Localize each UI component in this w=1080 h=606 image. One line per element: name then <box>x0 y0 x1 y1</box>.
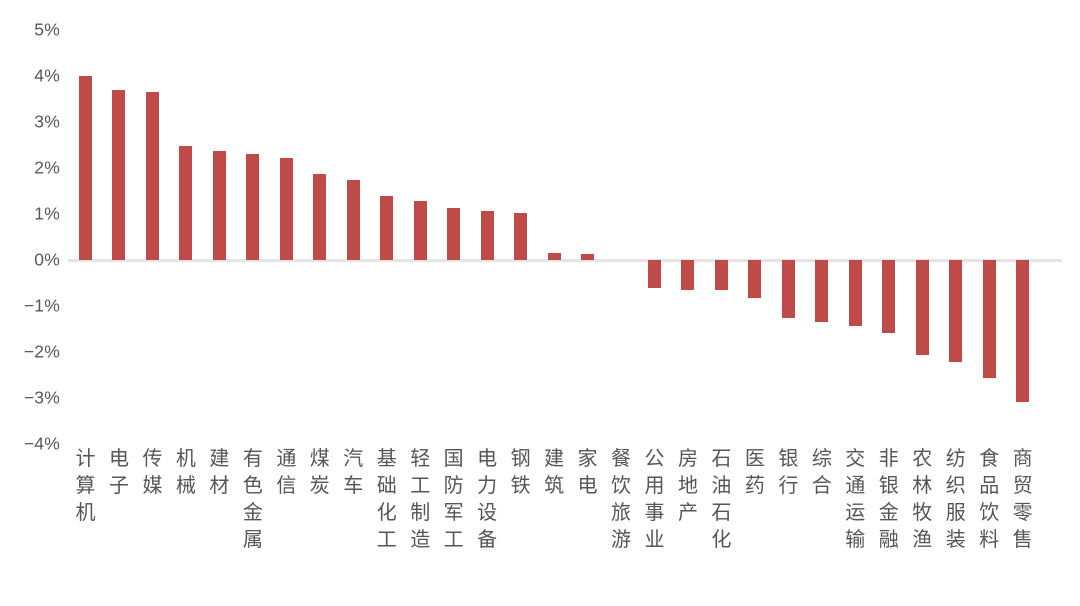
y-axis-tick: 1% <box>34 203 60 224</box>
bar <box>748 260 762 299</box>
bar <box>1016 260 1030 402</box>
bar <box>848 260 862 326</box>
bar <box>313 173 327 260</box>
x-axis-label: 有色金属 <box>242 448 263 551</box>
bar <box>647 260 661 289</box>
x-axis-label: 餐饮旅游 <box>611 448 632 551</box>
bar <box>279 158 293 260</box>
bar <box>212 150 226 260</box>
y-axis-tick: 2% <box>34 157 60 178</box>
x-axis-label: 电子 <box>108 448 129 497</box>
x-axis-label: 计算机 <box>75 448 96 524</box>
y-axis-tick: 4% <box>34 65 60 86</box>
bar <box>179 145 193 260</box>
bar <box>915 260 929 355</box>
bar <box>447 208 461 260</box>
x-axis-label: 商贸零售 <box>1012 448 1033 551</box>
x-axis-label: 银行 <box>778 448 799 497</box>
y-axis-tick: 3% <box>34 111 60 132</box>
x-axis-label: 食品饮料 <box>979 448 1000 551</box>
x-axis-label: 机械 <box>175 448 196 497</box>
x-axis-label: 非银金融 <box>878 448 899 551</box>
y-axis: 5% 4% 3% 2% 1% 0% −1% −2% −3% −4% <box>0 0 68 606</box>
zero-baseline <box>68 259 1062 262</box>
bar <box>380 196 394 260</box>
x-axis-label: 综合 <box>811 448 832 497</box>
x-axis-label: 煤炭 <box>309 448 330 497</box>
bar <box>346 179 360 260</box>
bar <box>882 260 896 333</box>
x-axis-label: 传媒 <box>142 448 163 497</box>
bar <box>480 211 494 260</box>
bar <box>982 260 996 378</box>
x-axis-label: 家电 <box>577 448 598 497</box>
x-axis-label: 医药 <box>744 448 765 497</box>
plot-area <box>68 0 1068 440</box>
bar <box>79 76 92 260</box>
bar <box>246 154 260 260</box>
x-axis-label: 钢铁 <box>510 448 531 497</box>
bar <box>145 92 159 260</box>
x-axis-label: 基础化工 <box>376 448 397 551</box>
x-axis-label: 石油石化 <box>711 448 732 551</box>
bar <box>949 260 963 363</box>
bar <box>681 260 695 290</box>
bars-layer <box>68 0 1068 440</box>
x-axis-label: 汽车 <box>343 448 364 497</box>
bar <box>781 260 795 318</box>
x-axis-labels: 计算机 电子 传媒 机械 建材 有色金属 通信 煤炭 汽车 基础化工 轻工制造 国防军工 电力设备 钢铁建… <box>68 446 1068 606</box>
x-axis-label: 纺织服装 <box>945 448 966 551</box>
y-axis-tick: −3% <box>23 387 60 408</box>
x-axis-label: 电力设备 <box>477 448 498 551</box>
y-axis-tick: 0% <box>34 249 60 270</box>
x-axis-label: 建材 <box>209 448 230 497</box>
bar <box>413 201 427 260</box>
bar <box>514 213 528 260</box>
x-axis-label: 房地产 <box>677 448 698 524</box>
y-axis-tick: −4% <box>23 433 60 454</box>
x-axis-label: 建筑 <box>544 448 565 497</box>
bar <box>547 253 561 260</box>
x-axis-label: 轻工制造 <box>410 448 431 551</box>
bar <box>581 253 595 260</box>
x-axis-label: 农林牧渔 <box>912 448 933 551</box>
y-axis-tick: −2% <box>23 341 60 362</box>
x-axis-label: 国防军工 <box>443 448 464 551</box>
x-axis-label: 交通运输 <box>845 448 866 551</box>
bar <box>112 89 126 260</box>
y-axis-tick: −1% <box>23 295 60 316</box>
y-axis-tick: 5% <box>34 19 60 40</box>
x-axis-label: 公用事业 <box>644 448 665 551</box>
bar <box>714 260 728 290</box>
x-axis-label: 通信 <box>276 448 297 497</box>
bar <box>815 260 829 322</box>
